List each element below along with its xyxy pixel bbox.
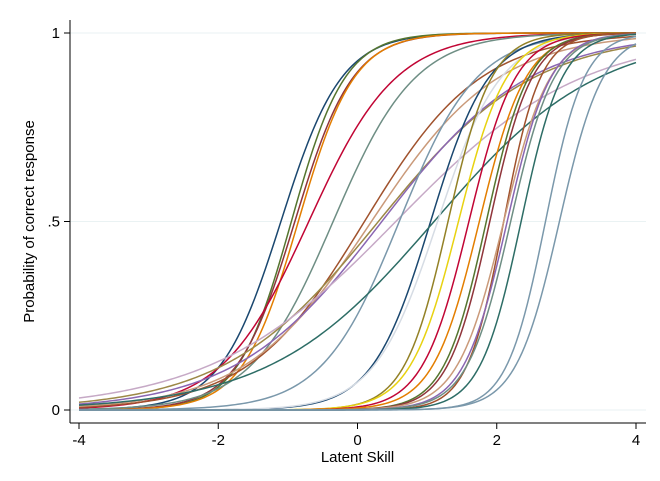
curve-6	[78, 32, 637, 410]
x-tick-label-2: 0	[353, 432, 361, 449]
x-tick-label-4: 4	[632, 432, 640, 449]
y-axis-title: Probability of correct response	[21, 120, 38, 323]
y-tick-label-2: 1	[52, 25, 60, 42]
y-tick-label-1: .5	[47, 214, 60, 231]
y-tick-label-0: 0	[52, 402, 60, 419]
curve-12	[79, 33, 637, 411]
curve-14	[78, 61, 637, 406]
curve-series-group	[78, 32, 637, 411]
x-tick-label-3: 2	[493, 432, 501, 449]
curve-4	[78, 32, 636, 411]
curve-10	[78, 43, 637, 405]
x-tick-label-1: -2	[212, 432, 225, 449]
x-tick-label-0: -4	[72, 432, 85, 449]
curve-7	[78, 35, 637, 409]
curve-11	[78, 58, 637, 399]
ticks: -4 -2 0 2 4 0 .5 1	[47, 25, 640, 449]
x-axis-title: Latent Skill	[321, 449, 394, 466]
curve-28	[79, 43, 637, 411]
